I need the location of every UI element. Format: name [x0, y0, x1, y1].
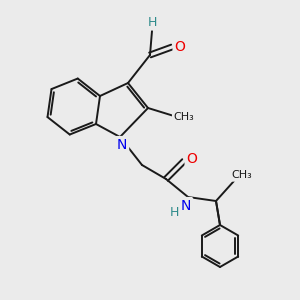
Text: O: O: [175, 40, 185, 54]
Text: O: O: [187, 152, 197, 166]
Text: N: N: [117, 138, 127, 152]
Text: N: N: [181, 199, 191, 213]
Text: CH₃: CH₃: [232, 170, 252, 180]
Text: H: H: [169, 206, 179, 220]
Text: H: H: [147, 16, 157, 28]
Text: CH₃: CH₃: [174, 112, 194, 122]
